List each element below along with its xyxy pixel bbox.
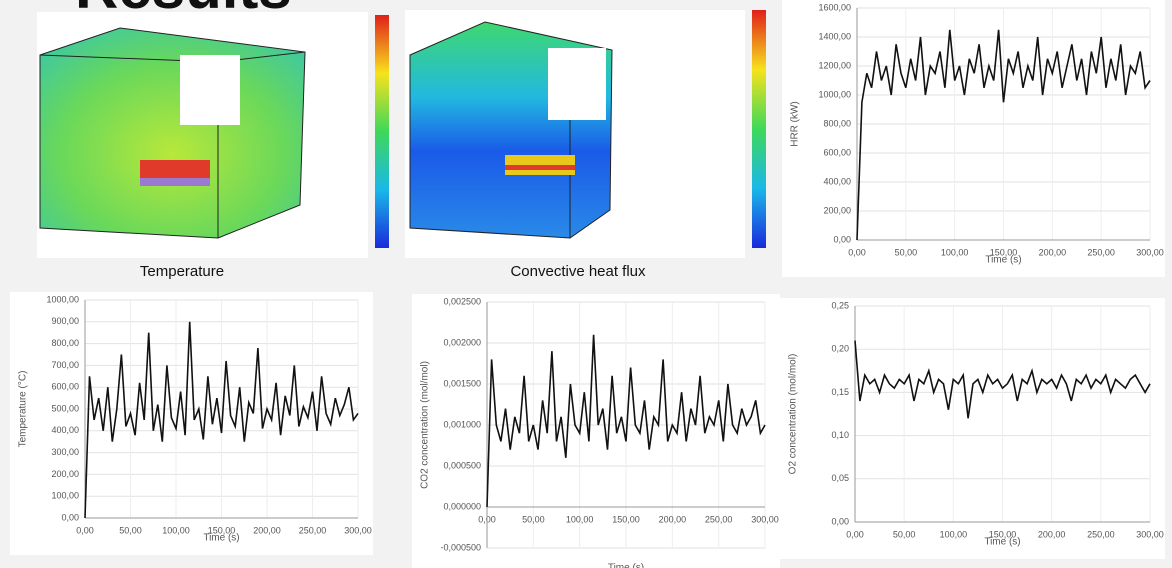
x-tick-label: 200,00 [1038,529,1066,539]
x-axis-title: Time (s) [984,537,1020,548]
y-tick-label: 1000,00 [818,89,851,99]
x-tick-label: 100,00 [566,514,594,524]
x-tick-label: 250,00 [1087,529,1115,539]
x-tick-label: 300,00 [344,525,372,535]
y-tick-label: 1400,00 [818,31,851,41]
temperature-render [37,12,389,258]
x-tick-label: 50,00 [119,525,142,535]
x-tick-label: 200,00 [1039,247,1067,257]
x-tick-label: 200,00 [659,514,687,524]
y-tick-label: -0,000500 [440,542,481,552]
x-tick-label: 50,00 [893,529,916,539]
y-tick-label: 600,00 [51,382,79,392]
y-tick-label: 0,002500 [443,296,481,306]
y-tick-label: 500,00 [51,403,79,413]
x-tick-label: 200,00 [253,525,281,535]
x-tick-label: 300,00 [751,514,779,524]
y-tick-label: 0,001500 [443,378,481,388]
x-tick-label: 250,00 [299,525,327,535]
heat-flux-render [405,10,766,258]
y-tick-label: 0,00 [833,234,851,244]
x-tick-label: 100,00 [941,247,969,257]
y-axis-title: CO2 concentration (mol/mol) [420,361,431,489]
y-tick-label: 800,00 [51,338,79,348]
y-tick-label: 0,05 [831,473,849,483]
page: {"title": "Results", "images": [{"captio… [0,0,1172,568]
x-axis-title: Time (s) [985,255,1021,266]
x-tick-label: 250,00 [705,514,733,524]
x-axis-title: Time (s) [203,533,239,544]
y-tick-label: 0,25 [831,300,849,310]
y-tick-label: 0,10 [831,430,849,440]
y-tick-label: 0,002000 [443,337,481,347]
x-tick-label: 150,00 [612,514,640,524]
y-tick-label: 100,00 [51,491,79,501]
y-axis-title: HRR (kW) [790,101,801,147]
y-tick-label: 200,00 [823,205,851,215]
y-tick-label: 0,20 [831,344,849,354]
y-tick-label: 1200,00 [818,60,851,70]
y-tick-label: 200,00 [51,469,79,479]
x-tick-label: 50,00 [522,514,545,524]
x-tick-label: 100,00 [162,525,190,535]
x-tick-label: 0,00 [76,525,94,535]
y-tick-label: 0,00 [831,516,849,526]
x-tick-label: 50,00 [895,247,918,257]
image-caption: Temperature [140,263,224,280]
y-tick-label: 800,00 [823,118,851,128]
y-tick-label: 600,00 [823,147,851,157]
x-tick-label: 300,00 [1136,247,1164,257]
y-tick-label: 900,00 [51,316,79,326]
slide: Results Temperature Convective heat flux… [0,0,1172,568]
y-tick-label: 0,00 [61,512,79,522]
y-tick-label: 0,000500 [443,460,481,470]
y-axis-title: Temperature (°C) [18,371,29,448]
image-caption: Convective heat flux [510,263,646,280]
y-axis-title: O2 concentration (mol/mol) [788,354,799,475]
y-tick-label: 700,00 [51,360,79,370]
y-tick-label: 1000,00 [46,294,79,304]
y-tick-label: 0,15 [831,387,849,397]
y-tick-label: 400,00 [51,425,79,435]
x-tick-label: 100,00 [940,529,968,539]
x-axis-title: Time (s) [608,563,644,568]
x-tick-label: 0,00 [848,247,866,257]
x-tick-label: 300,00 [1136,529,1164,539]
x-tick-label: 250,00 [1087,247,1115,257]
y-tick-label: 0,001000 [443,419,481,429]
y-tick-label: 300,00 [51,447,79,457]
y-tick-label: 400,00 [823,176,851,186]
y-tick-label: 1600,00 [818,2,851,12]
x-tick-label: 0,00 [846,529,864,539]
y-tick-label: 0,000000 [443,501,481,511]
